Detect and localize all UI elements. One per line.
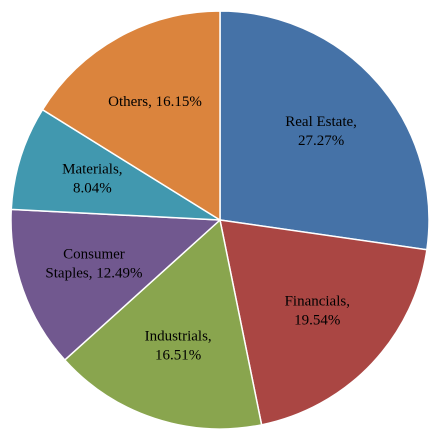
pie-slice bbox=[219, 10, 430, 251]
pie-slice bbox=[219, 219, 428, 426]
pie-slice bbox=[41, 10, 221, 222]
data-label: Real Estate, 27.27% bbox=[285, 114, 357, 149]
data-label: Others, 16.15% bbox=[108, 95, 202, 111]
data-label: Consumer Staples, 12.49% bbox=[45, 247, 142, 282]
pie-slice bbox=[10, 108, 221, 221]
data-label: Financials, 19.54% bbox=[285, 294, 350, 329]
pie-slice bbox=[10, 208, 222, 362]
data-label: Industrials, 16.51% bbox=[145, 329, 212, 364]
data-label: Materials, 8.04% bbox=[62, 162, 122, 197]
pie-slice bbox=[63, 218, 263, 429]
